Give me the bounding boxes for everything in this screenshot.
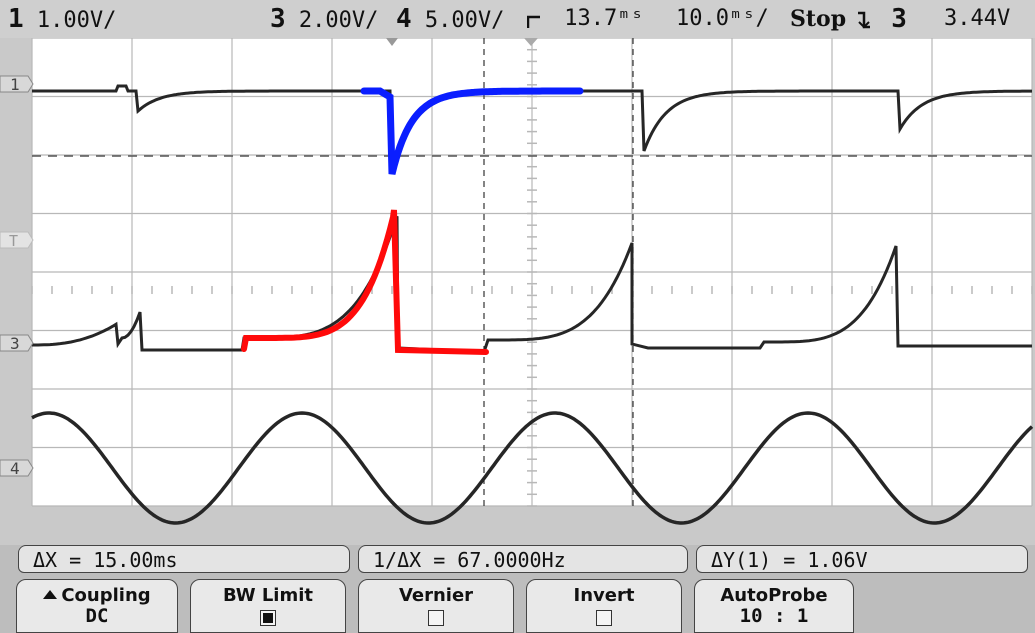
ch1-scale: 1.00V/ [36,8,117,33]
autoprobe-value: 10 : 1 [739,605,809,627]
ch4-scale-readout[interactable]: 4 5.00V/ [396,6,504,34]
vernier-label: Vernier [398,585,474,606]
waveform-plot[interactable]: 1 T 3 4 [0,37,1035,545]
invert-checkbox[interactable] [596,610,612,626]
ch3-scale-readout[interactable]: 3 2.00V/ [270,6,378,34]
trigger-source: 3 [891,4,907,34]
trigger-marker-label: T [9,232,18,250]
coupling-label: Coupling [61,585,151,606]
invert-label: Invert [573,585,635,606]
trigger-delay: 13.7ᵐˢ [564,6,644,31]
bw-limit-checkbox[interactable] [260,610,276,626]
trigger-position-marker [386,38,398,46]
ch3-marker-label: 3 [10,334,20,353]
ch3-trace [32,215,1032,354]
coupling-softkey[interactable]: Coupling DC [16,579,178,633]
coupling-value: DC [85,605,109,627]
run-state[interactable]: Stop [790,6,847,32]
time-base[interactable]: 10.0ᵐˢ/ [676,6,769,31]
delay-icon [526,15,540,28]
trigger-level: 3.44V [944,6,1011,31]
bw-limit-label: BW Limit [222,585,314,606]
delay-marker [524,38,538,46]
trigger-readout[interactable]: 3 [856,6,907,34]
menu-arrow-icon [43,590,58,599]
ch3-highlight-stroke [241,209,489,355]
autoprobe-softkey[interactable]: AutoProbe 10 : 1 [694,579,854,633]
inverse-delta-x-readout: 1/ΔX = 67.0000Hz [358,545,688,573]
ch4-number: 4 [396,4,412,34]
delta-x-readout: ΔX = 15.00ms [18,545,350,573]
trigger-level-marker[interactable]: T [0,231,34,250]
vernier-softkey[interactable]: Vernier [358,579,514,633]
waveform-screen[interactable]: 1 T 3 4 [0,37,1035,545]
ch3-scale: 2.00V/ [298,8,379,33]
softkey-menu: Coupling DC BW Limit Vernier Invert Auto… [0,575,1035,633]
ch4-marker-label: 4 [10,459,20,478]
ch1-number: 1 [8,4,24,34]
trigger-delay-readout[interactable]: 13.7ᵐˢ [526,6,644,32]
ch1-marker-label: 1 [10,75,20,94]
invert-softkey[interactable]: Invert [526,579,682,633]
status-bar: 1 1.00V/ 3 2.00V/ 4 5.00V/ 13.7ᵐˢ 10.0ᵐˢ… [0,0,1035,38]
ch1-ground-marker[interactable]: 1 [0,75,34,94]
autoprobe-label: AutoProbe [720,585,828,606]
bw-limit-softkey[interactable]: BW Limit [190,579,346,633]
ch4-ground-marker[interactable]: 4 [0,459,34,478]
ch4-trace [31,411,1034,525]
ch1-scale-readout[interactable]: 1 1.00V/ [8,6,116,34]
delta-y-readout: ΔY(1) = 1.06V [696,545,1028,573]
measurement-bar: ΔX = 15.00ms 1/ΔX = 67.0000Hz ΔY(1) = 1.… [0,545,1035,575]
ch3-number: 3 [270,4,286,34]
ch1-highlight-stroke [360,87,584,175]
ch4-scale: 5.00V/ [424,8,505,33]
ch3-ground-marker[interactable]: 3 [0,334,34,353]
vernier-checkbox[interactable] [428,610,444,626]
falling-edge-icon [858,11,870,29]
